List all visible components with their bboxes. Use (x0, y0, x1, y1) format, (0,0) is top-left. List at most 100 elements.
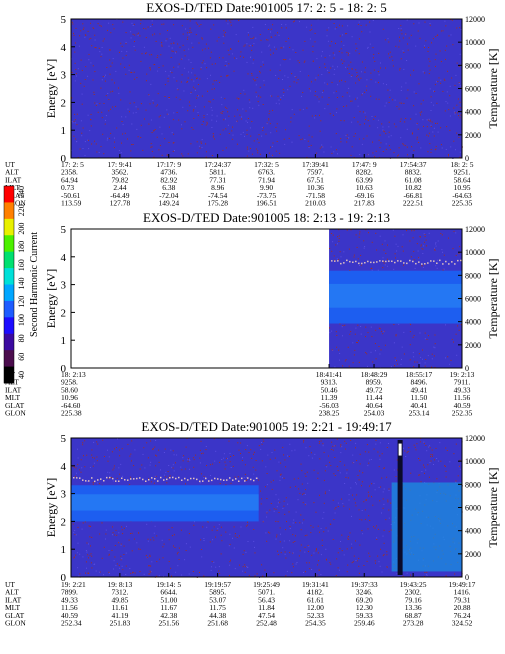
orbit-value: 238.25 (319, 409, 340, 418)
noise-pixel (297, 79, 299, 81)
noise-pixel (445, 149, 447, 150)
y2-tick-label: 8000 (465, 271, 481, 280)
noise-pixel (403, 52, 405, 53)
noise-pixel (130, 150, 132, 152)
noise-pixel (129, 111, 130, 113)
noise-pixel (185, 446, 187, 448)
noise-pixel (368, 232, 369, 234)
temperature-point (109, 476, 111, 479)
noise-pixel (364, 123, 365, 125)
noise-pixel (259, 86, 261, 88)
noise-pixel (357, 121, 359, 123)
noise-pixel (380, 62, 381, 64)
noise-pixel (314, 94, 316, 96)
noise-pixel (247, 121, 248, 123)
noise-pixel (262, 129, 264, 131)
y2-tick-label: 6000 (465, 504, 481, 513)
noise-pixel (362, 472, 364, 474)
noise-pixel (366, 560, 368, 562)
noise-pixel (206, 465, 207, 466)
noise-pixel (343, 120, 345, 122)
noise-pixel (130, 37, 132, 39)
noise-pixel (220, 553, 222, 555)
noise-pixel (308, 545, 310, 547)
noise-pixel (201, 62, 203, 64)
noise-pixel (105, 95, 107, 97)
noise-pixel (411, 133, 413, 135)
orbit-row-label: GLON (5, 409, 26, 418)
orbit-value: 7899. (61, 588, 78, 597)
noise-pixel (354, 349, 356, 351)
noise-pixel (356, 97, 358, 99)
noise-pixel (375, 562, 376, 564)
noise-pixel (101, 522, 103, 524)
noise-pixel (290, 121, 292, 123)
y2-axis-label: Temperature [K] (486, 467, 500, 547)
noise-pixel (416, 138, 418, 140)
noise-pixel (418, 22, 420, 24)
noise-pixel (405, 33, 407, 35)
noise-pixel (92, 79, 94, 81)
noise-pixel (294, 76, 296, 77)
noise-pixel (137, 136, 139, 138)
y-tick-label: 0 (61, 363, 67, 375)
noise-pixel (150, 571, 152, 573)
noise-pixel (252, 466, 254, 468)
noise-pixel (200, 440, 202, 442)
noise-pixel (285, 557, 287, 559)
noise-pixel (374, 343, 376, 345)
noise-pixel (409, 344, 411, 346)
noise-pixel (199, 462, 201, 464)
noise-pixel (412, 237, 414, 239)
noise-pixel (332, 52, 334, 54)
noise-pixel (406, 230, 408, 232)
noise-pixel (305, 503, 307, 505)
orbit-value: 252.35 (452, 409, 473, 418)
noise-pixel (456, 132, 458, 134)
noise-pixel (401, 346, 403, 348)
noise-pixel (269, 123, 271, 125)
noise-pixel (111, 549, 113, 551)
noise-pixel (115, 565, 117, 567)
orbit-value: -71.58 (306, 191, 326, 200)
noise-pixel (434, 247, 435, 249)
noise-pixel (295, 511, 297, 513)
noise-pixel (119, 567, 121, 569)
noise-pixel (448, 35, 450, 37)
temperature-point (397, 260, 399, 262)
noise-pixel (221, 104, 223, 106)
noise-pixel (168, 477, 170, 479)
orbit-value: 127.78 (110, 199, 131, 208)
noise-pixel (345, 66, 347, 68)
noise-pixel (413, 91, 415, 93)
noise-pixel (155, 465, 157, 467)
noise-pixel (269, 69, 271, 71)
noise-pixel (435, 265, 437, 267)
noise-pixel (181, 469, 183, 471)
noise-pixel (375, 350, 376, 352)
noise-pixel (145, 28, 147, 30)
noise-pixel (199, 457, 201, 459)
noise-pixel (427, 151, 429, 153)
orbit-row-label: GLAT (5, 401, 25, 410)
noise-pixel (141, 464, 143, 466)
noise-pixel (318, 101, 320, 103)
noise-pixel (345, 476, 347, 478)
noise-pixel (201, 124, 203, 125)
noise-pixel (78, 575, 80, 577)
noise-pixel (121, 529, 123, 531)
orbit-value: 5071. (258, 588, 275, 597)
noise-pixel (155, 475, 157, 477)
noise-pixel (71, 21, 73, 23)
noise-pixel (206, 78, 208, 80)
noise-pixel (277, 502, 279, 504)
noise-pixel (213, 438, 215, 440)
noise-pixel (397, 155, 398, 157)
noise-pixel (352, 561, 354, 563)
noise-pixel (131, 532, 133, 534)
noise-pixel (382, 507, 384, 509)
temperature-point (370, 261, 372, 264)
noise-pixel (155, 454, 156, 456)
noise-pixel (81, 103, 83, 105)
noise-pixel (261, 135, 263, 137)
